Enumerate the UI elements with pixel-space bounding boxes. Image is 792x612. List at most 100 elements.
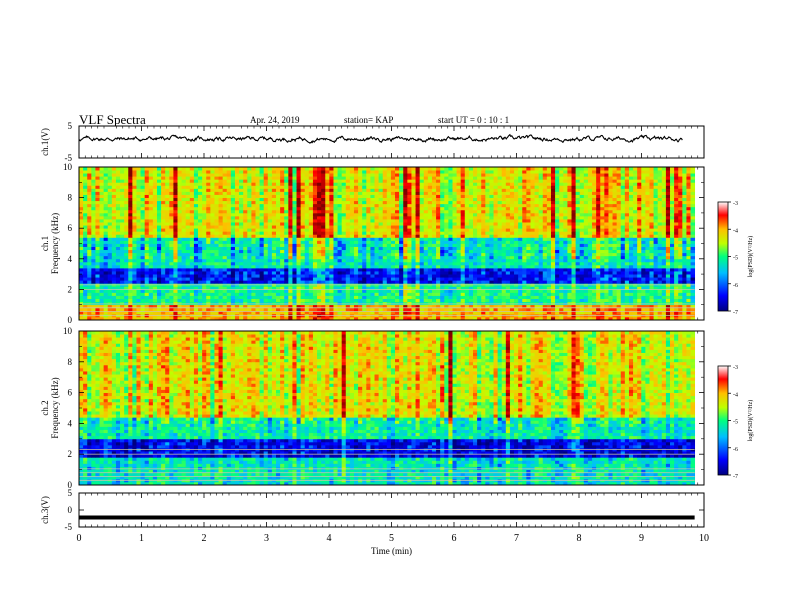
spectrogram-cell bbox=[337, 301, 343, 306]
spectrogram-cell bbox=[407, 271, 412, 275]
spectrogram-cell bbox=[349, 304, 355, 309]
spectrogram-cell bbox=[140, 295, 146, 299]
spectrogram-cell bbox=[300, 301, 306, 306]
spectrogram-cell bbox=[144, 307, 150, 312]
spectrogram-cell bbox=[575, 277, 581, 281]
spectrogram-cell bbox=[321, 252, 326, 257]
spectrogram-cell bbox=[210, 240, 215, 244]
spectrogram-cell bbox=[522, 243, 527, 247]
spectrogram-cell bbox=[325, 277, 330, 281]
spectrogram-cell bbox=[79, 316, 84, 321]
spectrogram-cell bbox=[337, 243, 343, 247]
spectrogram-cell bbox=[292, 271, 297, 275]
spectrogram-cell bbox=[473, 301, 478, 306]
spectrogram-cell bbox=[304, 255, 310, 260]
spectrogram-cell bbox=[670, 246, 675, 251]
spectrogram-cell bbox=[399, 261, 404, 266]
spectrogram-cell bbox=[103, 271, 109, 275]
spectrogram-cell bbox=[292, 252, 297, 257]
spectrogram-cell bbox=[218, 258, 224, 263]
spectrogram-cell bbox=[189, 307, 195, 312]
spectrogram-cell bbox=[477, 277, 482, 281]
spectrogram-cell bbox=[370, 267, 375, 272]
spectrogram-cell bbox=[489, 237, 494, 241]
spectrogram-cell bbox=[304, 307, 310, 312]
spectrogram-cell bbox=[542, 240, 548, 244]
spectrogram-cell bbox=[686, 246, 691, 251]
spectrogram-cell bbox=[633, 289, 638, 293]
spectrogram-cell bbox=[79, 261, 84, 266]
spectrogram-cell bbox=[366, 237, 371, 241]
ch1-ytick-label: 5 bbox=[68, 121, 73, 131]
spectrogram-cell bbox=[493, 255, 499, 260]
spectrogram-cell bbox=[550, 234, 556, 238]
spectrogram-cell bbox=[419, 240, 425, 244]
spectrogram-cell bbox=[522, 316, 527, 321]
spectrogram-cell bbox=[284, 307, 289, 312]
spectrogram-cell bbox=[444, 258, 449, 263]
spectrogram-cell bbox=[579, 246, 585, 251]
spectrogram-cell bbox=[312, 274, 318, 278]
spectrogram-cell bbox=[87, 271, 92, 275]
spectrogram-cell bbox=[550, 258, 556, 263]
spectrogram-cell bbox=[218, 234, 224, 238]
spectrogram-cell bbox=[222, 280, 228, 284]
spectrogram-cell bbox=[304, 277, 310, 281]
spectrogram-cell bbox=[600, 264, 605, 269]
spectrogram-cell bbox=[678, 252, 683, 257]
spectrogram-cell bbox=[538, 316, 544, 321]
spectrogram-cell bbox=[583, 267, 589, 272]
spectrogram-cell bbox=[440, 234, 445, 238]
spectrogram-cell bbox=[312, 280, 318, 284]
spectrogram-cell bbox=[185, 258, 191, 263]
spectrogram-cell bbox=[144, 246, 150, 251]
spectrogram-cell bbox=[493, 271, 499, 275]
spectrogram-cell bbox=[624, 310, 630, 315]
spectrogram-cell bbox=[226, 289, 232, 293]
spectrogram-cell bbox=[518, 261, 523, 266]
spectrogram-cell bbox=[317, 292, 322, 296]
spectrogram-cell bbox=[546, 240, 552, 244]
spectrogram-cell bbox=[341, 304, 347, 309]
spectrogram-cell bbox=[559, 274, 564, 278]
spectrogram-cell bbox=[608, 258, 613, 263]
spectrogram-cell bbox=[686, 277, 691, 281]
spectrogram-cell bbox=[132, 243, 137, 247]
spectrogram-cell bbox=[296, 237, 302, 241]
spectrogram-cell bbox=[612, 286, 618, 290]
spectrogram-cell bbox=[628, 307, 634, 312]
spectrogram-cell bbox=[563, 316, 568, 321]
spectrogram-cell bbox=[686, 258, 691, 263]
spectrogram-cell bbox=[300, 304, 306, 309]
spectrogram-cell bbox=[628, 234, 634, 238]
spectrogram-cell bbox=[514, 307, 519, 312]
spectrogram-cell bbox=[276, 280, 281, 284]
spectrogram-cell bbox=[550, 249, 556, 254]
spectrogram-cell bbox=[563, 243, 568, 247]
spectrogram-cell bbox=[473, 240, 478, 244]
spectrogram-cell bbox=[616, 274, 622, 278]
spectrogram-cell bbox=[427, 252, 433, 257]
spectrogram-cell bbox=[247, 240, 252, 244]
spectrogram-cell bbox=[399, 292, 404, 296]
spectrogram-cell bbox=[378, 307, 384, 312]
spectrogram-cell bbox=[263, 286, 269, 290]
spectrogram-cell bbox=[234, 252, 240, 257]
spectrogram-cell bbox=[497, 243, 503, 247]
spectrogram-cell bbox=[329, 298, 334, 303]
spectrogram-cell bbox=[337, 264, 343, 269]
spectrogram-cell bbox=[600, 277, 605, 281]
spectrogram-cell bbox=[308, 274, 314, 278]
spectrogram-cell bbox=[185, 255, 191, 260]
spectrogram-cell bbox=[91, 292, 96, 296]
spectrogram-cell bbox=[353, 301, 359, 306]
station-label: station= KAP bbox=[344, 115, 394, 125]
spectrogram-cell bbox=[255, 316, 260, 321]
spectrogram-cell bbox=[177, 298, 182, 303]
spectrogram-cell bbox=[349, 240, 355, 244]
spectrogram-cell bbox=[575, 261, 581, 266]
spectrogram-cell bbox=[641, 240, 646, 244]
spectrogram-cell bbox=[473, 264, 478, 269]
spectrogram-cell bbox=[148, 277, 154, 281]
spectrogram-cell bbox=[148, 316, 154, 321]
